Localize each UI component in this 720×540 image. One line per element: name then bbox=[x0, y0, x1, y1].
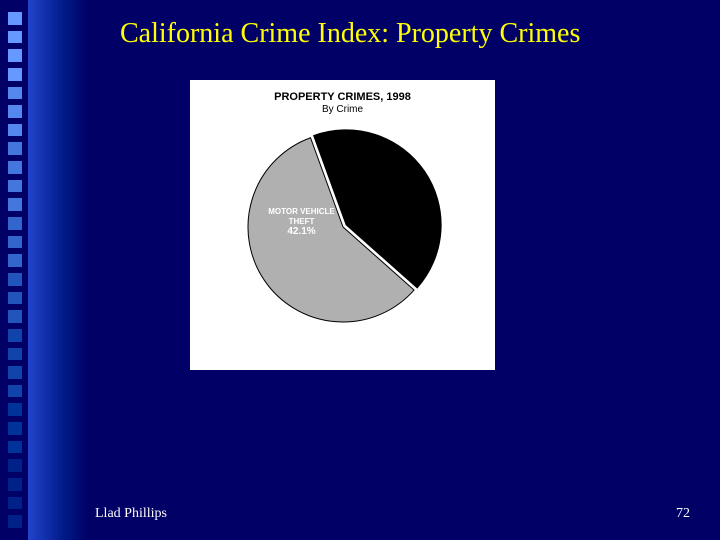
decoration-square bbox=[8, 478, 22, 491]
decoration-square bbox=[8, 459, 22, 472]
decoration-square bbox=[8, 217, 22, 230]
decoration-square bbox=[8, 161, 22, 174]
decoration-square bbox=[8, 348, 22, 361]
decoration-square bbox=[8, 273, 22, 286]
side-decoration bbox=[8, 12, 36, 528]
decoration-square bbox=[8, 515, 22, 528]
chart-panel: PROPERTY CRIMES, 1998 By Crime MOTOR VEH… bbox=[190, 80, 495, 370]
decoration-square bbox=[8, 497, 22, 510]
page-title: California Crime Index: Property Crimes bbox=[120, 18, 680, 50]
decoration-square bbox=[8, 142, 22, 155]
decoration-square bbox=[8, 254, 22, 267]
footer-page-number: 72 bbox=[676, 506, 690, 522]
pie-chart: MOTOR VEHICLE THEFT 42.1% BURGLARY 57.9% bbox=[243, 127, 443, 327]
decoration-square bbox=[8, 422, 22, 435]
decoration-square bbox=[8, 310, 22, 323]
decoration-square bbox=[8, 49, 22, 62]
decoration-square bbox=[8, 12, 22, 25]
decoration-square bbox=[8, 403, 22, 416]
decoration-square bbox=[8, 198, 22, 211]
slice-label-burglary: BURGLARY 57.9% bbox=[351, 219, 421, 241]
decoration-square bbox=[8, 385, 22, 398]
footer-author: Llad Phillips bbox=[95, 506, 167, 522]
slice-label-motor-vehicle-theft: MOTOR VEHICLE THEFT 42.1% bbox=[267, 207, 337, 238]
chart-subtitle: By Crime bbox=[190, 104, 495, 115]
decoration-square bbox=[8, 124, 22, 137]
chart-title: PROPERTY CRIMES, 1998 bbox=[190, 90, 495, 104]
decoration-square bbox=[8, 87, 22, 100]
decoration-square bbox=[8, 31, 22, 44]
decoration-square bbox=[8, 329, 22, 342]
decoration-square bbox=[8, 441, 22, 454]
decoration-square bbox=[8, 366, 22, 379]
decoration-square bbox=[8, 292, 22, 305]
gradient-band bbox=[28, 0, 88, 540]
decoration-square bbox=[8, 105, 22, 118]
decoration-square bbox=[8, 180, 22, 193]
decoration-square bbox=[8, 68, 22, 81]
decoration-square bbox=[8, 236, 22, 249]
